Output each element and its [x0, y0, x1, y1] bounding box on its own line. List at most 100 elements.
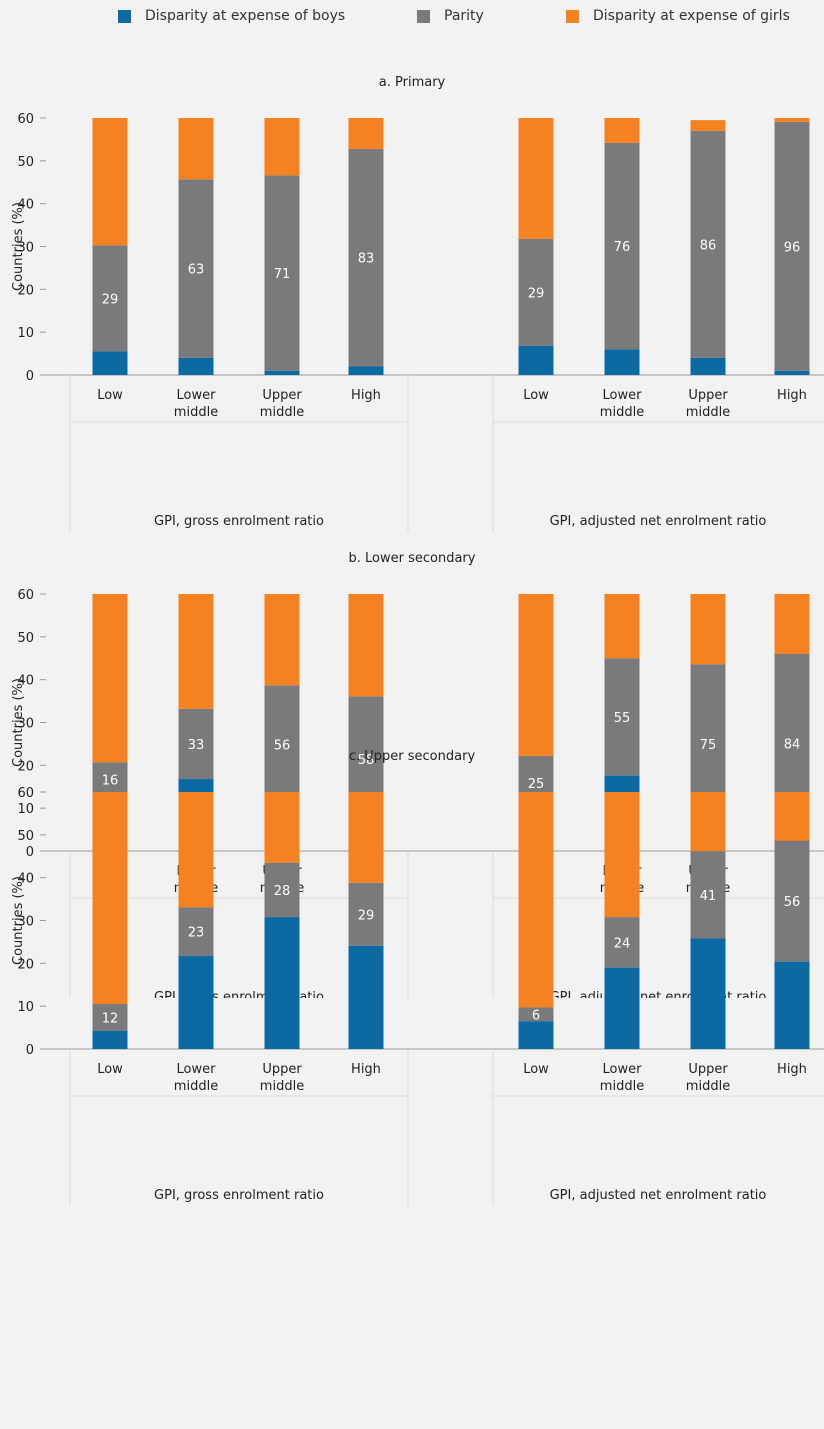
y-tick-label: 60 [17, 786, 34, 801]
bar-girls [690, 120, 726, 131]
bar-parity [518, 1007, 554, 1022]
bar-girls [348, 792, 384, 883]
chart-upper-secondary: c. Upper secondary Countries (%) 0 10 20 30 40… [11, 749, 824, 1206]
chart-title: a. Primary [379, 75, 446, 90]
group-label: GPI, adjusted net enrolment ratio [550, 1188, 767, 1203]
data-label: 86 [700, 238, 717, 253]
legend-swatch-boys [118, 9, 131, 23]
category-label: Low [523, 1062, 549, 1077]
category-label: High [351, 388, 381, 403]
bar-parity [690, 851, 726, 939]
bar-boys [518, 1021, 554, 1049]
y-tick-label: 30 [17, 241, 34, 256]
data-label: 28 [274, 884, 291, 899]
bar-parity [774, 121, 810, 371]
y-tick-label: 50 [17, 155, 34, 170]
data-label: 76 [614, 240, 631, 255]
bar-girls [264, 594, 300, 686]
bar-girls [518, 594, 554, 756]
category-label: Low [523, 388, 549, 403]
bar-girls [774, 118, 810, 122]
bar-parity [264, 862, 300, 918]
bar-boys [690, 938, 726, 1049]
data-label: 55 [614, 711, 631, 726]
data-label: 25 [528, 777, 545, 792]
bar-girls [348, 594, 384, 697]
y-tick-label: 10 [17, 802, 34, 817]
data-label: 12 [102, 1012, 119, 1027]
y-tick-label: 10 [17, 326, 34, 341]
bar-boys [690, 357, 726, 375]
category-label: Low [97, 388, 123, 403]
y-tick-label: 50 [17, 631, 34, 646]
bar-parity [518, 238, 554, 346]
group-label: GPI, gross enrolment ratio [154, 514, 324, 529]
bar-parity [92, 762, 128, 798]
y-axis-label: Countries (%) [11, 202, 26, 291]
bar-girls [178, 118, 214, 180]
chart-title: c. Upper secondary [349, 749, 476, 764]
bar-girls [178, 792, 214, 908]
category-label: High [777, 388, 807, 403]
bar-boys [518, 345, 554, 375]
bar-boys [178, 956, 214, 1049]
y-tick-label: 20 [17, 957, 34, 972]
bar-boys [348, 945, 384, 1049]
bar-parity [604, 917, 640, 968]
group-label: GPI, gross enrolment ratio [154, 1188, 324, 1203]
data-label: 83 [358, 252, 375, 267]
y-tick-label: 30 [17, 915, 34, 930]
legend-label-girls: Disparity at expense of girls [593, 8, 790, 24]
y-tick-label: 50 [17, 829, 34, 844]
bar-girls [604, 792, 640, 918]
y-tick-label: 40 [17, 674, 34, 689]
bar-girls [92, 118, 128, 246]
data-label: 6 [532, 1008, 540, 1023]
data-label: 75 [700, 738, 717, 753]
data-label: 84 [784, 738, 801, 753]
data-label: 71 [274, 267, 291, 282]
data-label: 29 [528, 286, 545, 301]
y-axis-label: Countries (%) [11, 876, 26, 965]
bar-boys [348, 366, 384, 375]
y-tick-label: 40 [17, 198, 34, 213]
bar-parity [264, 175, 300, 371]
chart-title: b. Lower secondary [349, 551, 476, 566]
bar-parity [92, 245, 128, 352]
legend-item-parity: Parity [417, 6, 484, 26]
bar-boys [774, 961, 810, 1049]
data-label: 56 [274, 739, 291, 754]
bar-girls [518, 792, 554, 1008]
legend: Disparity at expense of boys Parity Disp… [0, 0, 824, 34]
bar-girls [690, 594, 726, 665]
bar-boys [264, 370, 300, 375]
y-tick-label: 0 [26, 845, 34, 860]
y-tick-label: 20 [17, 759, 34, 774]
bar-boys [604, 967, 640, 1049]
bar-boys [92, 1031, 128, 1049]
bar-boys [264, 917, 300, 1049]
data-label: 24 [614, 936, 631, 951]
group-label: GPI, adjusted net enrolment ratio [550, 990, 767, 998]
bar-parity [348, 148, 384, 367]
bar-girls [264, 118, 300, 176]
bar-girls [774, 594, 810, 654]
legend-item-boys: Disparity at expense of boys [118, 6, 345, 26]
bar-boys [774, 370, 810, 375]
group-label: GPI, gross enrolment ratio [154, 990, 324, 998]
data-label: 33 [188, 738, 205, 753]
legend-swatch-parity [417, 9, 430, 23]
bar-girls [604, 594, 640, 659]
data-label: 16 [102, 774, 119, 789]
legend-item-girls: Disparity at expense of girls [566, 6, 790, 26]
bar-girls [92, 594, 128, 763]
legend-label-parity: Parity [444, 8, 484, 24]
bar-girls [690, 792, 726, 852]
bar-parity [178, 179, 214, 358]
y-axis-label: Countries (%) [11, 678, 26, 767]
